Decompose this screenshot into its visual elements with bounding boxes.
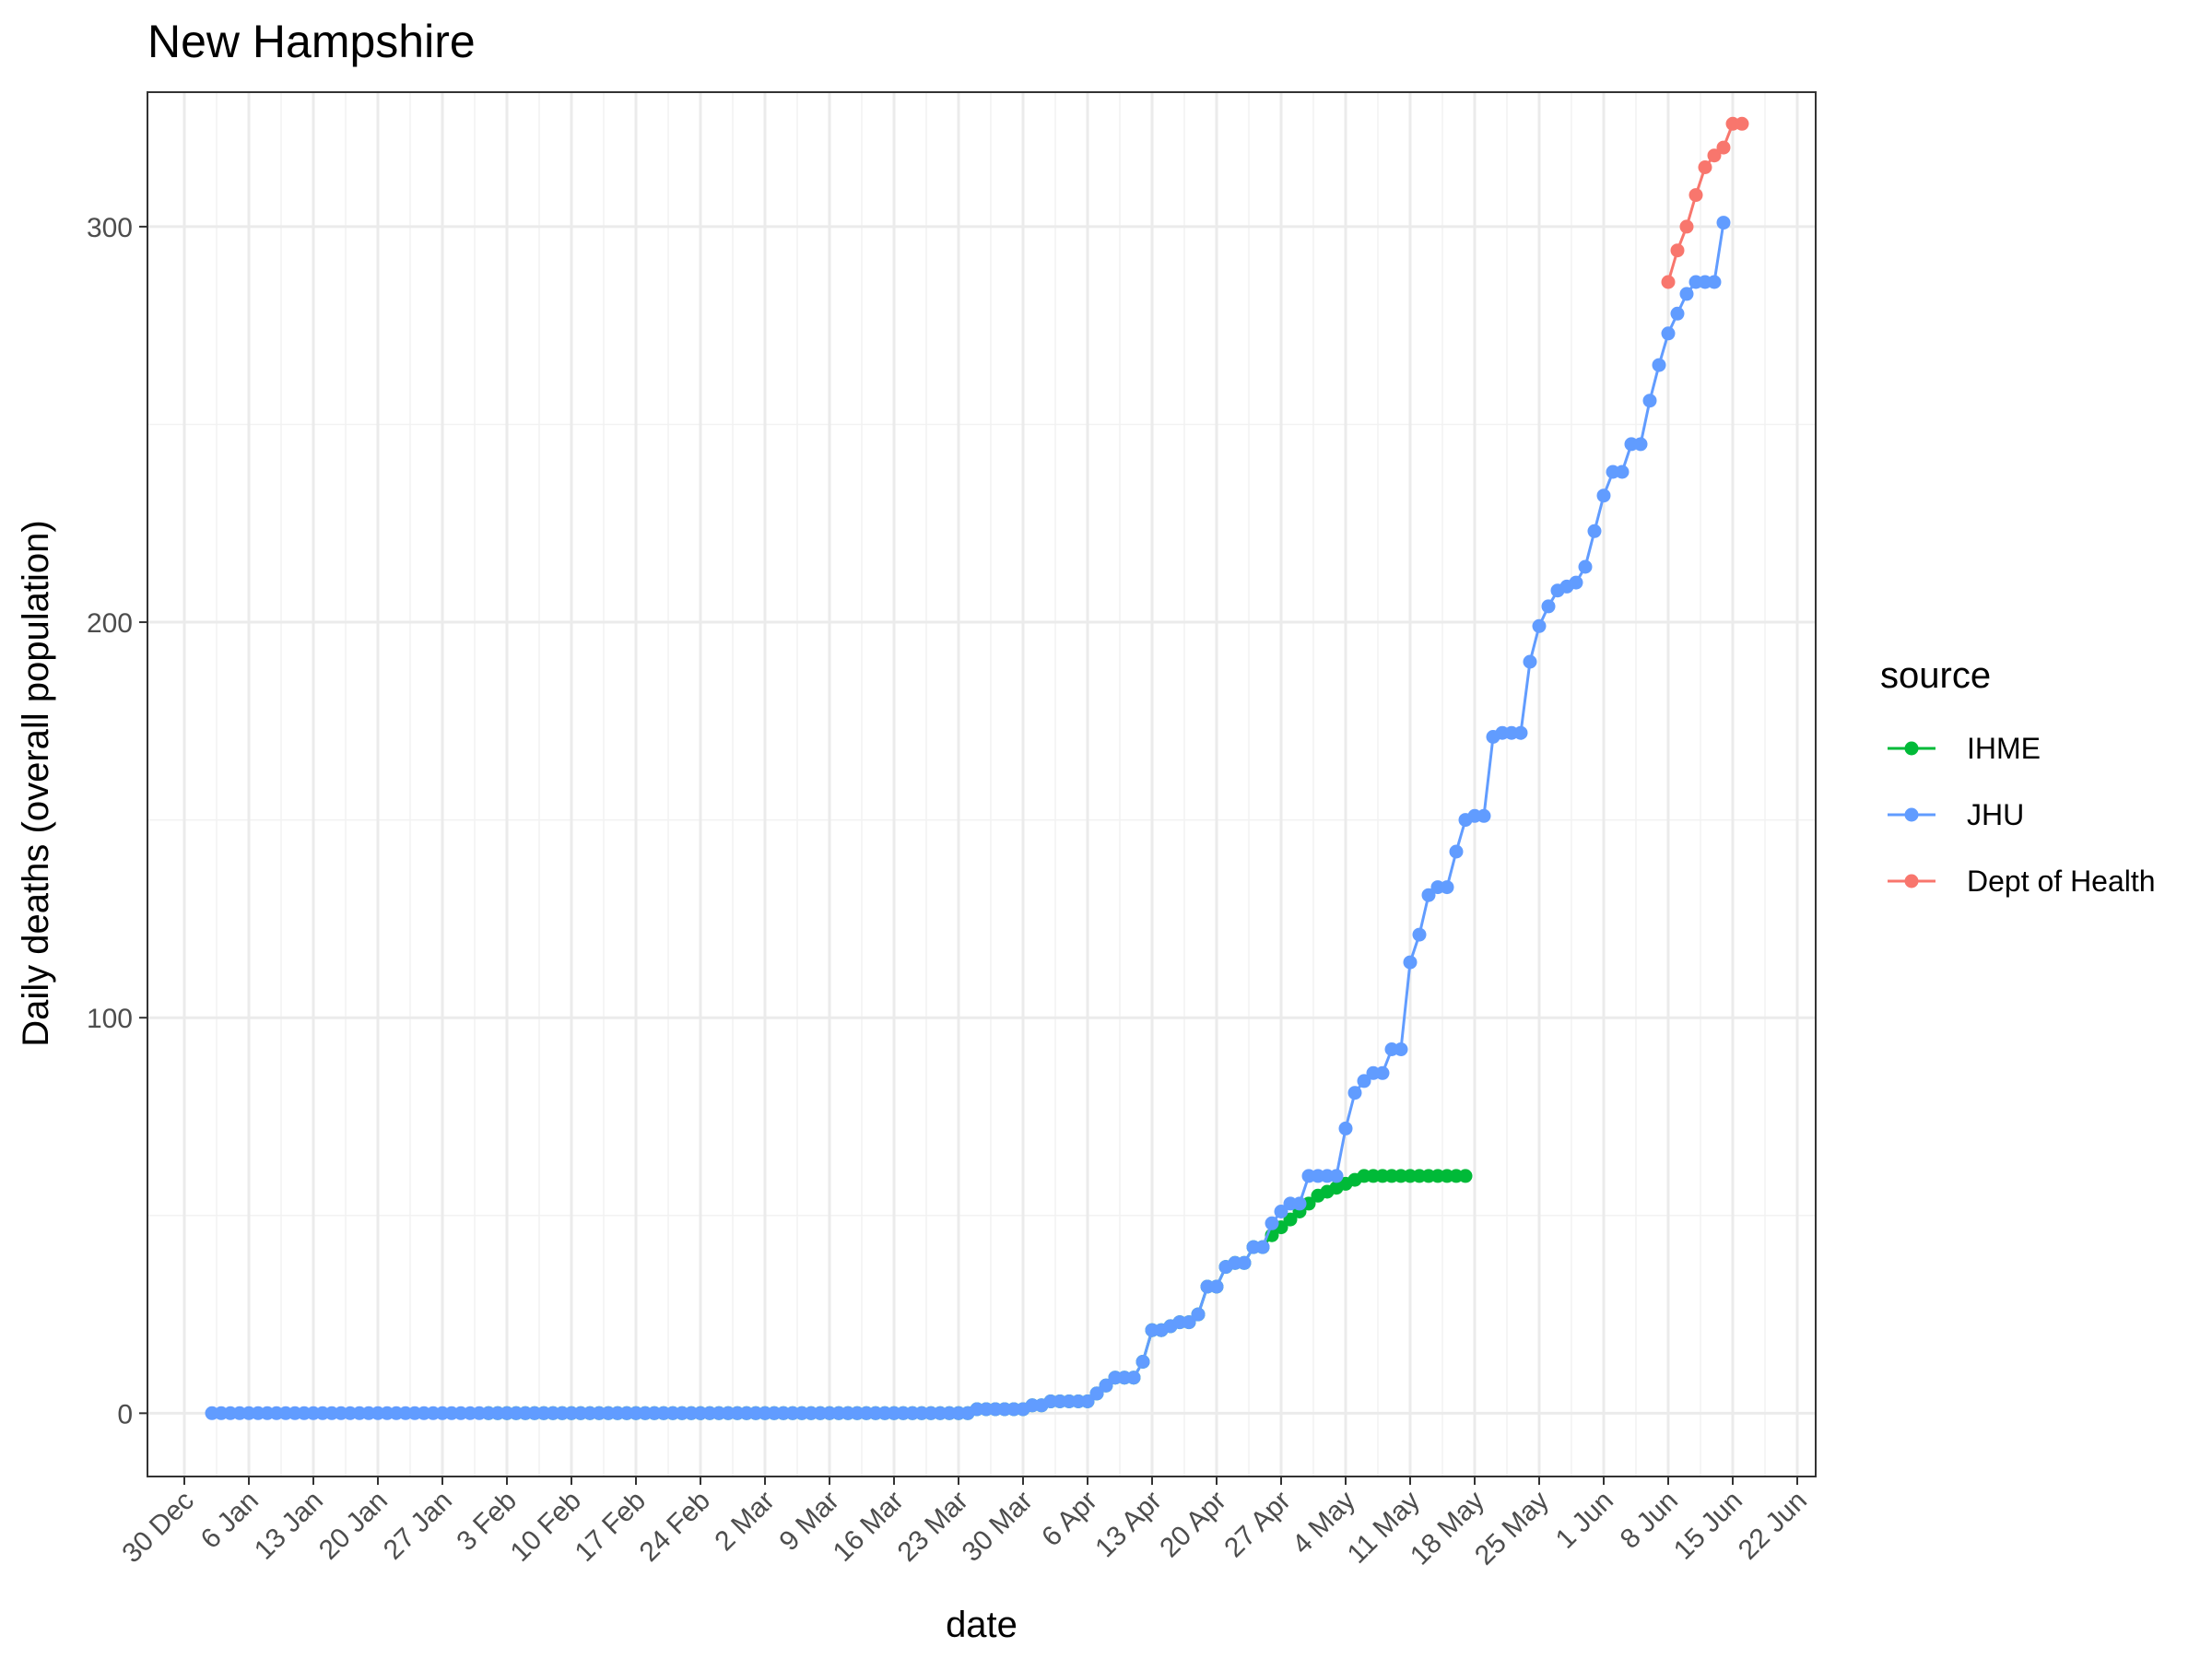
legend-label: JHU — [1967, 798, 2024, 831]
data-point-jhu — [1642, 394, 1657, 408]
data-point-jhu — [1652, 358, 1666, 372]
data-point-jhu — [1191, 1307, 1206, 1322]
x-tick-label: 2 Mar — [709, 1486, 781, 1558]
data-point-dept-of-health — [1698, 160, 1712, 174]
legend-key-point — [1904, 874, 1919, 888]
data-point-jhu — [1661, 326, 1676, 341]
y-tick-label: 100 — [87, 1004, 133, 1034]
data-point-ihme — [1458, 1169, 1473, 1183]
series-jhu — [205, 216, 1731, 1420]
x-tick-label: 10 Feb — [505, 1486, 587, 1568]
y-axis-title: Daily deaths (overall population) — [16, 520, 56, 1046]
data-point-jhu — [1412, 927, 1427, 942]
legend-item-ihme: IHME — [1888, 732, 2041, 765]
data-point-jhu — [1329, 1169, 1344, 1183]
legend-key-point — [1904, 741, 1919, 756]
data-point-jhu — [1716, 216, 1731, 230]
data-point-dept-of-health — [1670, 243, 1685, 258]
x-tick-label: 30 Mar — [957, 1486, 1039, 1568]
x-tick-label: 30 Dec — [116, 1486, 200, 1570]
x-tick-label: 13 Jan — [249, 1486, 329, 1566]
data-point-jhu — [1080, 1394, 1095, 1408]
data-point-jhu — [1523, 654, 1537, 669]
data-point-dept-of-health — [1735, 116, 1749, 131]
data-point-jhu — [1394, 1042, 1408, 1056]
x-tick-label: 22 Jun — [1733, 1486, 1813, 1566]
x-axis-title: date — [946, 1605, 1018, 1645]
data-point-jhu — [1670, 306, 1685, 321]
x-tick-label: 17 Feb — [570, 1486, 652, 1568]
data-point-jhu — [1449, 844, 1464, 859]
data-point-jhu — [1615, 465, 1630, 479]
data-point-ihme — [1283, 1212, 1298, 1227]
data-point-jhu — [1513, 725, 1528, 740]
data-point-jhu — [1265, 1216, 1279, 1230]
data-point-jhu — [1209, 1279, 1224, 1294]
data-point-jhu — [1274, 1205, 1288, 1218]
grid — [147, 92, 1816, 1477]
data-point-jhu — [1477, 808, 1491, 823]
series-dept-of-health — [1661, 116, 1749, 289]
series-layer — [205, 116, 1749, 1420]
series-line-jhu — [212, 222, 1725, 1415]
y-tick-label: 300 — [87, 213, 133, 243]
data-point-jhu — [1569, 575, 1583, 590]
data-point-jhu — [1292, 1196, 1307, 1211]
data-point-jhu — [1347, 1086, 1362, 1100]
series-ihme — [481, 1169, 1473, 1420]
data-point-jhu — [1532, 618, 1547, 633]
data-point-jhu — [1182, 1315, 1196, 1330]
series-line-dept-of-health — [1666, 122, 1742, 283]
data-point-jhu — [1633, 437, 1648, 452]
chart-title: New Hampshire — [147, 16, 476, 67]
data-point-jhu — [1596, 488, 1611, 503]
data-point-jhu — [1421, 888, 1436, 902]
x-tick-label: 23 Mar — [892, 1486, 974, 1568]
x-tick-label: 16 Mar — [828, 1486, 910, 1568]
data-point-dept-of-health — [1716, 140, 1731, 155]
data-point-jhu — [1541, 599, 1556, 614]
plot-panel-border — [147, 91, 1817, 1477]
data-point-dept-of-health — [1688, 188, 1703, 203]
data-point-jhu — [1578, 559, 1593, 574]
x-tick-label: 20 Jan — [313, 1486, 394, 1566]
data-point-dept-of-health — [1679, 219, 1694, 234]
x-tick-label: 1 Jun — [1550, 1486, 1619, 1555]
data-point-jhu — [1679, 287, 1694, 301]
data-point-jhu — [1357, 1074, 1371, 1088]
x-tick-label: 27 Apr — [1218, 1486, 1297, 1564]
legend-title: source — [1880, 655, 1991, 696]
x-tick-label: 15 Jun — [1668, 1486, 1748, 1566]
x-tick-label: 20 Apr — [1154, 1486, 1232, 1564]
data-point-jhu — [1126, 1371, 1141, 1385]
x-tick-label: 13 Apr — [1089, 1486, 1168, 1564]
y-tick-label: 0 — [117, 1399, 133, 1430]
data-point-jhu — [1403, 955, 1418, 970]
data-point-jhu — [1587, 524, 1602, 538]
legend-label: Dept of Health — [1967, 865, 2156, 898]
y-tick-label: 200 — [87, 608, 133, 639]
x-tick-label: 24 Feb — [634, 1486, 716, 1568]
legend-key-point — [1904, 807, 1919, 822]
x-tick-label: 27 Jan — [378, 1486, 458, 1566]
data-point-dept-of-health — [1707, 148, 1722, 163]
data-point-jhu — [1099, 1378, 1113, 1393]
data-point-jhu — [1237, 1255, 1252, 1270]
legend-label: IHME — [1967, 732, 2041, 765]
legend-item-jhu: JHU — [1888, 798, 2024, 831]
legend-item-dept-of-health: Dept of Health — [1888, 865, 2156, 898]
data-point-jhu — [1375, 1065, 1390, 1080]
x-tick-label: 25 May — [1469, 1486, 1555, 1571]
data-point-jhu — [1089, 1386, 1104, 1401]
legend: source IHME JHU Dept of Health — [1880, 655, 2156, 898]
data-point-jhu — [1255, 1240, 1270, 1254]
data-point-jhu — [1440, 880, 1454, 895]
data-point-jhu — [1338, 1121, 1353, 1135]
data-point-dept-of-health — [1661, 275, 1676, 289]
data-point-jhu — [1135, 1355, 1150, 1369]
data-point-jhu — [1707, 275, 1722, 289]
